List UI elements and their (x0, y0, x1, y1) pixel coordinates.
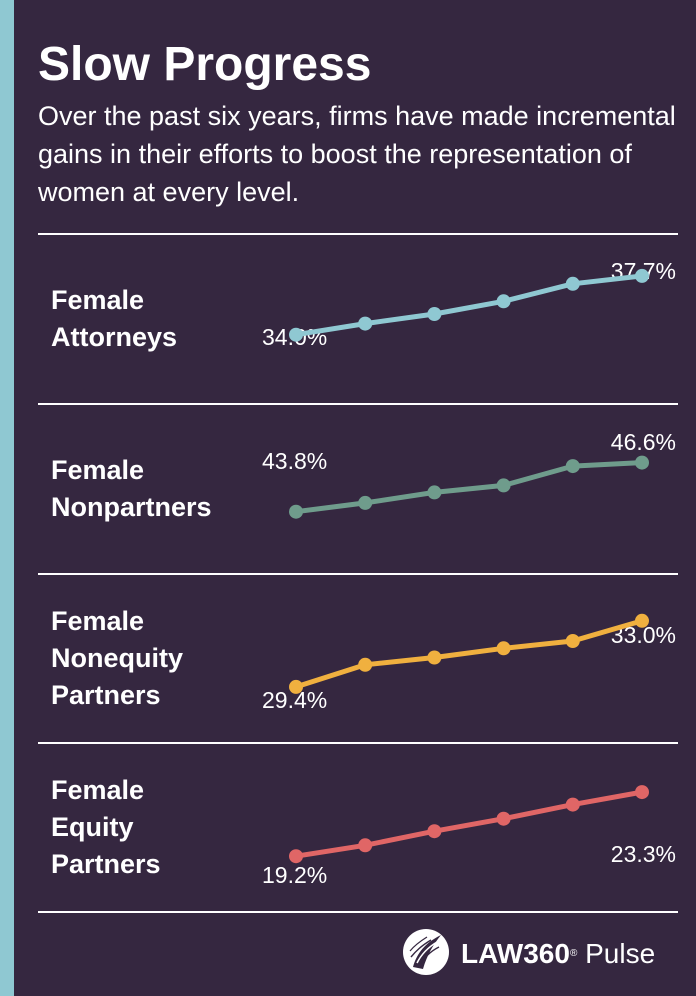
row-label-attorneys: Female Attorneys (51, 285, 178, 352)
quill-globe-icon (403, 929, 449, 975)
data-point-nonpartners-5 (565, 459, 580, 474)
page-subtitle: Over the past six years, firms have made… (38, 101, 676, 207)
last-value-label-equity-partners: 23.3% (610, 841, 676, 867)
logo-registered-mark: ® (569, 948, 578, 959)
divider-1 (38, 403, 678, 405)
logo-suffix: Pulse (585, 938, 656, 969)
data-point-attorneys-3 (427, 307, 442, 321)
data-point-nonequity-partners-5 (565, 634, 580, 648)
data-point-nonequity-partners-6 (635, 613, 649, 628)
data-point-equity-partners-6 (635, 785, 649, 800)
data-point-equity-partners-4 (496, 811, 511, 826)
divider-top (38, 233, 678, 235)
logo-brand: LAW360 (461, 938, 570, 969)
data-point-nonpartners-6 (635, 455, 649, 470)
first-value-label-equity-partners: 19.2% (262, 862, 328, 888)
law360-pulse-logo: LAW360® Pulse (401, 927, 691, 979)
series-line-nonpartners (293, 460, 645, 515)
data-point-nonequity-partners-1 (289, 679, 303, 694)
first-value-label-nonpartners: 43.8% (262, 448, 328, 474)
data-point-nonpartners-3 (427, 485, 442, 500)
row-label-nonpartners: Female Nonpartners (51, 455, 212, 522)
page-title: Slow Progress (38, 38, 372, 91)
last-value-label-nonpartners: 46.6% (610, 429, 676, 455)
series-line-attorneys (293, 273, 645, 338)
divider-3 (38, 742, 678, 744)
data-point-attorneys-4 (496, 294, 511, 309)
data-point-nonpartners-4 (496, 478, 511, 493)
data-point-equity-partners-5 (565, 797, 580, 812)
data-point-attorneys-6 (635, 268, 649, 283)
row-label-equity-partners: Female Equity Partners (51, 775, 161, 879)
data-point-nonpartners-2 (358, 495, 373, 510)
data-point-attorneys-2 (358, 316, 373, 331)
logo-wordmark: LAW360® Pulse (461, 938, 655, 970)
series-line-nonequity-partners (293, 618, 645, 690)
divider-2 (38, 573, 678, 575)
data-point-attorneys-5 (565, 276, 580, 291)
data-point-nonequity-partners-2 (358, 657, 373, 672)
series-line-equity-partners (293, 789, 645, 859)
data-point-nonequity-partners-3 (427, 650, 442, 665)
divider-bottom (38, 911, 678, 913)
data-point-equity-partners-1 (289, 849, 303, 864)
data-point-attorneys-1 (289, 327, 303, 342)
data-point-nonequity-partners-4 (496, 641, 511, 656)
data-point-equity-partners-2 (358, 838, 373, 853)
accent-bar (0, 0, 14, 996)
row-label-nonequity-partners: Female Nonequity Partners (51, 606, 183, 710)
data-point-nonpartners-1 (289, 504, 303, 519)
data-point-equity-partners-3 (427, 824, 442, 839)
